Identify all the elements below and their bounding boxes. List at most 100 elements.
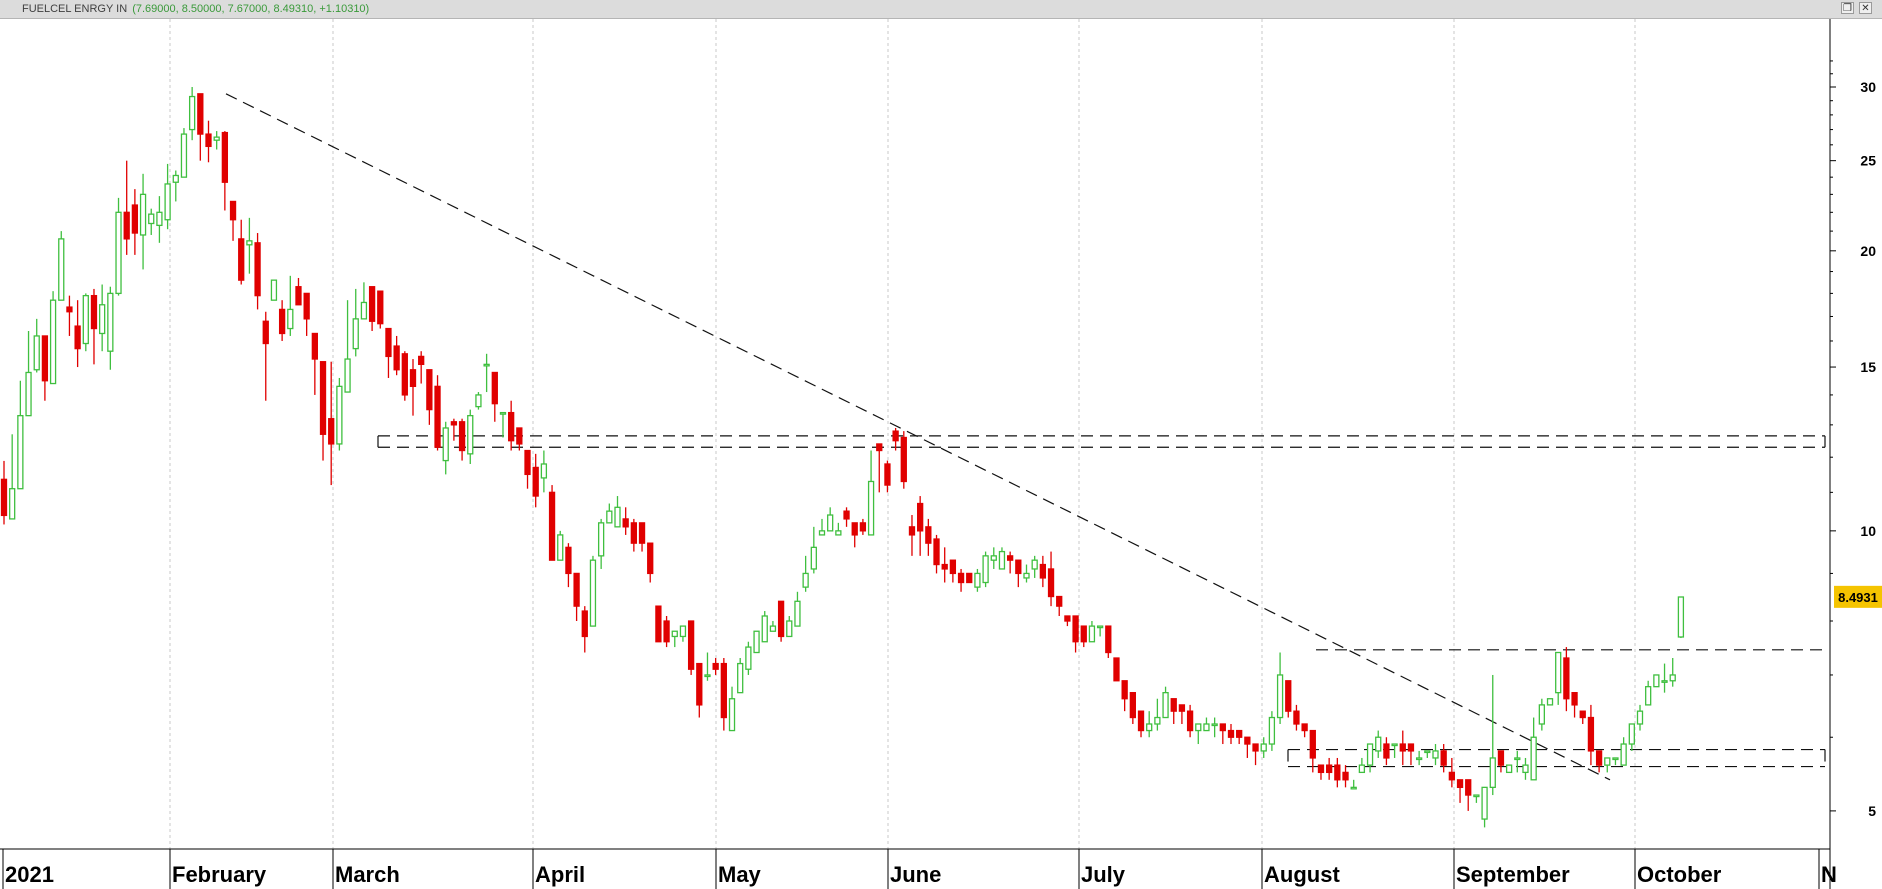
candle-body bbox=[1268, 716, 1276, 745]
candle bbox=[728, 686, 736, 732]
candle bbox=[1170, 698, 1177, 724]
candle bbox=[679, 625, 687, 642]
candle-body bbox=[696, 662, 703, 706]
close-icon[interactable]: ✕ bbox=[1859, 2, 1872, 14]
candle bbox=[393, 335, 400, 376]
candle-body bbox=[908, 526, 916, 536]
candle-body bbox=[1137, 710, 1145, 732]
candle-body bbox=[66, 306, 73, 313]
candle-body bbox=[352, 318, 359, 350]
chart-title: FUELCEL ENRGY IN (7.69000, 8.50000, 7.67… bbox=[22, 0, 369, 18]
candle-body bbox=[33, 335, 40, 371]
candle-body bbox=[303, 292, 310, 320]
candle bbox=[1056, 595, 1063, 616]
candle bbox=[1096, 625, 1104, 637]
candle bbox=[238, 219, 245, 285]
candle bbox=[164, 163, 171, 230]
candle-body bbox=[1391, 743, 1398, 747]
candle bbox=[1579, 710, 1586, 724]
candle-body bbox=[1587, 716, 1595, 752]
candle-body bbox=[737, 662, 744, 694]
symbol-name: FUELCEL ENRGY IN bbox=[22, 3, 128, 15]
candle bbox=[630, 518, 638, 552]
candle bbox=[925, 518, 932, 556]
candle bbox=[107, 286, 114, 370]
candle bbox=[213, 131, 220, 150]
candle-body bbox=[1366, 743, 1374, 766]
candle-body bbox=[1105, 625, 1112, 654]
candle-body bbox=[1432, 750, 1439, 759]
candle-body bbox=[745, 646, 752, 670]
candle bbox=[123, 160, 130, 255]
candle bbox=[777, 600, 785, 642]
y-tick-label: 30 bbox=[1860, 79, 1876, 95]
restore-icon[interactable]: ❐ bbox=[1841, 2, 1854, 14]
candle-body bbox=[704, 674, 711, 678]
candle-body bbox=[998, 550, 1006, 570]
candle bbox=[761, 611, 768, 643]
candle bbox=[426, 369, 433, 425]
candle bbox=[745, 641, 752, 675]
candle-body bbox=[622, 518, 629, 528]
candle-body bbox=[990, 555, 997, 561]
candle bbox=[90, 288, 98, 365]
candle bbox=[458, 418, 466, 461]
candle-body bbox=[1047, 568, 1055, 598]
candle bbox=[1260, 737, 1267, 758]
candle bbox=[1465, 779, 1472, 811]
candle bbox=[148, 208, 155, 235]
candle bbox=[663, 615, 670, 648]
candle bbox=[1636, 704, 1644, 731]
candle bbox=[1383, 737, 1390, 766]
candle-body bbox=[1669, 674, 1676, 682]
candle bbox=[1023, 564, 1030, 583]
candle bbox=[1293, 704, 1300, 731]
candle bbox=[1440, 744, 1447, 773]
candle bbox=[1244, 736, 1251, 758]
candle bbox=[638, 522, 646, 552]
candle-body bbox=[156, 211, 163, 227]
candle bbox=[0, 460, 8, 525]
candle bbox=[1595, 750, 1603, 773]
candle bbox=[810, 526, 817, 574]
candle-body bbox=[687, 620, 695, 670]
candle-body bbox=[1039, 563, 1047, 579]
candle-body bbox=[794, 600, 801, 627]
candle bbox=[99, 284, 106, 352]
month-label: April bbox=[535, 862, 585, 887]
candle-body bbox=[238, 238, 245, 281]
candle-body bbox=[1677, 596, 1685, 638]
last-price-badge: 8.4931 bbox=[1834, 585, 1882, 608]
candle-body bbox=[1407, 743, 1415, 752]
candle-body bbox=[368, 286, 376, 322]
candle bbox=[1301, 723, 1308, 738]
candle bbox=[941, 547, 948, 583]
candle bbox=[1407, 743, 1415, 766]
candle bbox=[1505, 764, 1513, 774]
candle bbox=[311, 332, 318, 395]
candle bbox=[131, 189, 139, 255]
candle-body bbox=[1383, 743, 1390, 759]
candle bbox=[540, 450, 548, 493]
candle-body bbox=[1121, 680, 1128, 700]
candle bbox=[1195, 723, 1202, 745]
candle bbox=[524, 449, 531, 489]
candle bbox=[115, 197, 122, 296]
candle bbox=[982, 551, 989, 588]
candlestick-chart: 2021 February March April May June July August S… bbox=[0, 19, 1882, 889]
candle-body bbox=[1186, 710, 1194, 732]
candle-body bbox=[851, 522, 858, 536]
candle bbox=[1628, 723, 1635, 751]
candle bbox=[1113, 657, 1120, 682]
candle bbox=[1047, 551, 1055, 607]
candle-body bbox=[884, 463, 891, 486]
candle-body bbox=[1080, 625, 1087, 643]
candle-body bbox=[1015, 559, 1022, 575]
candle bbox=[622, 507, 629, 535]
candle bbox=[188, 87, 196, 141]
candle-body bbox=[966, 572, 973, 584]
candle bbox=[1661, 663, 1668, 693]
candle bbox=[1669, 658, 1676, 687]
candle bbox=[1473, 794, 1480, 803]
candle-body bbox=[205, 133, 212, 148]
